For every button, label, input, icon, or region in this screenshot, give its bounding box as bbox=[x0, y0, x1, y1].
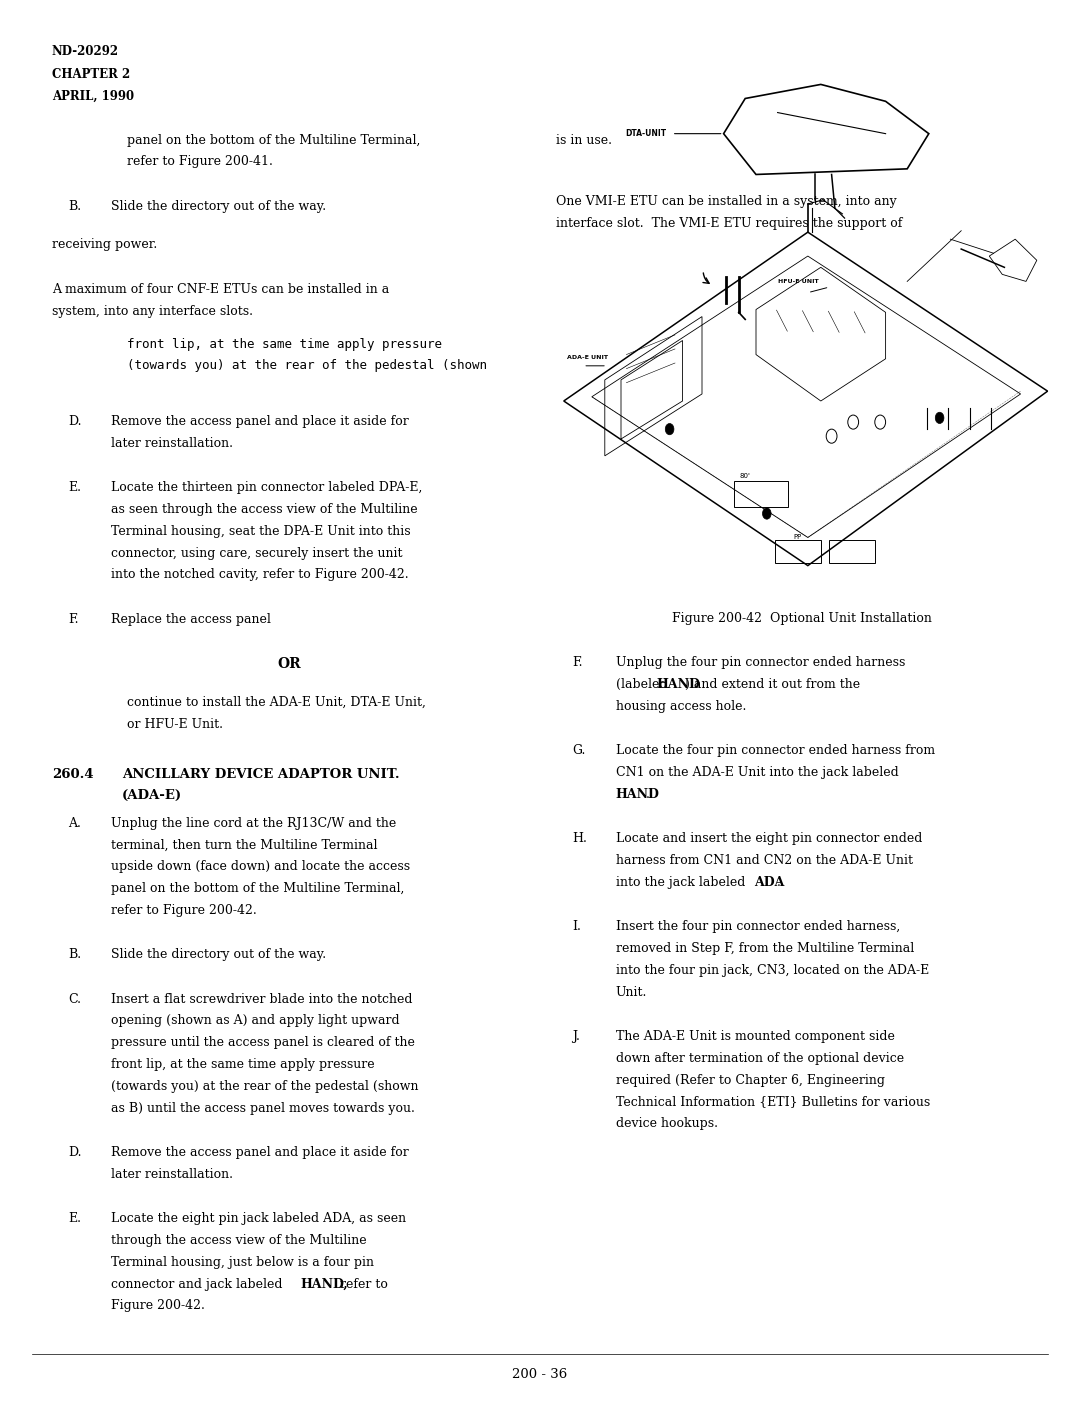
Text: Figure 200-42  Optional Unit Installation: Figure 200-42 Optional Unit Installation bbox=[672, 612, 932, 625]
Text: CHAPTER 2: CHAPTER 2 bbox=[52, 68, 130, 80]
Text: DTA-UNIT: DTA-UNIT bbox=[625, 129, 666, 138]
Bar bbox=[829, 540, 875, 563]
Text: HFU-E UNIT: HFU-E UNIT bbox=[778, 279, 819, 284]
Text: E.: E. bbox=[68, 481, 81, 494]
Circle shape bbox=[762, 508, 771, 519]
Text: F.: F. bbox=[68, 613, 79, 626]
Text: E.: E. bbox=[68, 1211, 81, 1225]
Text: HAND,: HAND, bbox=[300, 1278, 348, 1290]
Text: D.: D. bbox=[68, 415, 82, 428]
Text: OR: OR bbox=[278, 657, 301, 671]
Text: later reinstallation.: later reinstallation. bbox=[111, 436, 233, 450]
Text: (towards you) at the rear of the pedestal (shown: (towards you) at the rear of the pedesta… bbox=[111, 1081, 419, 1093]
Text: into the jack labeled: into the jack labeled bbox=[616, 875, 748, 889]
Text: ND-20292: ND-20292 bbox=[52, 45, 119, 58]
Text: B.: B. bbox=[68, 200, 81, 212]
Text: required (Refer to Chapter 6, Engineering: required (Refer to Chapter 6, Engineerin… bbox=[616, 1074, 885, 1086]
Text: APRIL, 1990: APRIL, 1990 bbox=[52, 90, 134, 103]
Bar bbox=[734, 481, 788, 507]
Text: system, into any interface slots.: system, into any interface slots. bbox=[52, 304, 253, 318]
Text: 200 - 36: 200 - 36 bbox=[512, 1368, 568, 1380]
Text: receiving power.: receiving power. bbox=[52, 238, 157, 252]
Text: C.: C. bbox=[68, 993, 81, 1006]
Text: Remove the access panel and place it aside for: Remove the access panel and place it asi… bbox=[111, 415, 409, 428]
Text: interface slot.  The VMI-E ETU requires the support of: interface slot. The VMI-E ETU requires t… bbox=[556, 217, 903, 229]
Text: Figure 200-42.: Figure 200-42. bbox=[111, 1300, 205, 1313]
Text: continue to install the ADA-E Unit, DTA-E Unit,: continue to install the ADA-E Unit, DTA-… bbox=[127, 696, 427, 709]
Text: HAND: HAND bbox=[616, 788, 660, 801]
Text: (ADA-E): (ADA-E) bbox=[122, 789, 183, 802]
Text: CN1 on the ADA-E Unit into the jack labeled: CN1 on the ADA-E Unit into the jack labe… bbox=[616, 767, 899, 779]
Circle shape bbox=[935, 412, 944, 424]
Text: upside down (face down) and locate the access: upside down (face down) and locate the a… bbox=[111, 861, 410, 874]
Text: Locate the eight pin jack labeled ADA, as seen: Locate the eight pin jack labeled ADA, a… bbox=[111, 1211, 406, 1225]
Text: Insert the four pin connector ended harness,: Insert the four pin connector ended harn… bbox=[616, 920, 900, 933]
Text: as B) until the access panel moves towards you.: as B) until the access panel moves towar… bbox=[111, 1102, 415, 1114]
Text: panel on the bottom of the Multiline Terminal,: panel on the bottom of the Multiline Ter… bbox=[127, 134, 421, 146]
Text: refer to Figure 200-41.: refer to Figure 200-41. bbox=[127, 155, 273, 169]
Text: is in use.: is in use. bbox=[556, 134, 612, 146]
Text: Insert a flat screwdriver blade into the notched: Insert a flat screwdriver blade into the… bbox=[111, 993, 413, 1006]
Text: H.: H. bbox=[572, 833, 588, 846]
Text: I.: I. bbox=[572, 920, 581, 933]
Text: later reinstallation.: later reinstallation. bbox=[111, 1168, 233, 1180]
Text: One VMI-E ETU can be installed in a system, into any: One VMI-E ETU can be installed in a syst… bbox=[556, 196, 897, 208]
Text: Remove the access panel and place it aside for: Remove the access panel and place it asi… bbox=[111, 1145, 409, 1159]
Text: Terminal housing, just below is a four pin: Terminal housing, just below is a four p… bbox=[111, 1255, 375, 1269]
Text: G.: G. bbox=[572, 744, 585, 757]
Text: Slide the directory out of the way.: Slide the directory out of the way. bbox=[111, 948, 326, 961]
Text: (labeled: (labeled bbox=[616, 678, 671, 691]
Text: connector and jack labeled: connector and jack labeled bbox=[111, 1278, 287, 1290]
Text: opening (shown as A) and apply light upward: opening (shown as A) and apply light upw… bbox=[111, 1014, 400, 1027]
Text: B.: B. bbox=[68, 948, 81, 961]
Text: PP: PP bbox=[793, 535, 801, 540]
Text: Locate the thirteen pin connector labeled DPA-E,: Locate the thirteen pin connector labele… bbox=[111, 481, 422, 494]
Bar bbox=[775, 540, 821, 563]
Text: J.: J. bbox=[572, 1030, 580, 1043]
Text: ) and extend it out from the: ) and extend it out from the bbox=[685, 678, 860, 691]
Circle shape bbox=[665, 424, 674, 435]
Text: The ADA-E Unit is mounted component side: The ADA-E Unit is mounted component side bbox=[616, 1030, 894, 1043]
Text: terminal, then turn the Multiline Terminal: terminal, then turn the Multiline Termin… bbox=[111, 839, 378, 851]
Text: A.: A. bbox=[68, 816, 81, 830]
Text: (towards you) at the rear of the pedestal (shown: (towards you) at the rear of the pedesta… bbox=[127, 359, 487, 373]
Text: refer to Figure 200-42.: refer to Figure 200-42. bbox=[111, 905, 257, 917]
Text: .: . bbox=[646, 788, 650, 801]
Text: ADA-E UNIT: ADA-E UNIT bbox=[567, 355, 608, 360]
Text: F.: F. bbox=[572, 656, 583, 670]
Text: Terminal housing, seat the DPA-E Unit into this: Terminal housing, seat the DPA-E Unit in… bbox=[111, 525, 410, 537]
Text: housing access hole.: housing access hole. bbox=[616, 701, 746, 713]
Text: pressure until the access panel is cleared of the: pressure until the access panel is clear… bbox=[111, 1036, 415, 1050]
Text: into the four pin jack, CN3, located on the ADA-E: into the four pin jack, CN3, located on … bbox=[616, 964, 929, 976]
Text: Replace the access panel: Replace the access panel bbox=[111, 613, 271, 626]
Text: 260.4: 260.4 bbox=[52, 768, 94, 781]
Text: as seen through the access view of the Multiline: as seen through the access view of the M… bbox=[111, 504, 418, 516]
Text: Slide the directory out of the way.: Slide the directory out of the way. bbox=[111, 200, 326, 212]
Text: Unplug the four pin connector ended harness: Unplug the four pin connector ended harn… bbox=[616, 656, 905, 670]
Text: ANCILLARY DEVICE ADAPTOR UNIT.: ANCILLARY DEVICE ADAPTOR UNIT. bbox=[122, 768, 400, 781]
Text: A maximum of four CNF-E ETUs can be installed in a: A maximum of four CNF-E ETUs can be inst… bbox=[52, 283, 389, 295]
Text: ADA: ADA bbox=[754, 875, 784, 889]
Text: 80': 80' bbox=[740, 473, 751, 478]
Text: front lip, at the same time apply pressure: front lip, at the same time apply pressu… bbox=[111, 1058, 375, 1071]
Text: connector, using care, securely insert the unit: connector, using care, securely insert t… bbox=[111, 547, 403, 560]
Text: down after termination of the optional device: down after termination of the optional d… bbox=[616, 1052, 904, 1065]
Text: or HFU-E Unit.: or HFU-E Unit. bbox=[127, 718, 224, 730]
Text: Locate and insert the eight pin connector ended: Locate and insert the eight pin connecto… bbox=[616, 833, 922, 846]
Text: Unplug the line cord at the RJ13C/W and the: Unplug the line cord at the RJ13C/W and … bbox=[111, 816, 396, 830]
Text: removed in Step F, from the Multiline Terminal: removed in Step F, from the Multiline Te… bbox=[616, 943, 914, 955]
Text: D.: D. bbox=[68, 1145, 82, 1159]
Text: Locate the four pin connector ended harness from: Locate the four pin connector ended harn… bbox=[616, 744, 934, 757]
Text: harness from CN1 and CN2 on the ADA-E Unit: harness from CN1 and CN2 on the ADA-E Un… bbox=[616, 854, 913, 867]
Text: panel on the bottom of the Multiline Terminal,: panel on the bottom of the Multiline Ter… bbox=[111, 882, 405, 895]
Text: refer to: refer to bbox=[336, 1278, 388, 1290]
Text: Technical Information {ETI} Bulletins for various: Technical Information {ETI} Bulletins fo… bbox=[616, 1095, 930, 1109]
Text: device hookups.: device hookups. bbox=[616, 1117, 717, 1130]
Text: HAND: HAND bbox=[657, 678, 701, 691]
Text: .: . bbox=[777, 875, 781, 889]
Text: front lip, at the same time apply pressure: front lip, at the same time apply pressu… bbox=[127, 338, 443, 350]
Text: Unit.: Unit. bbox=[616, 985, 647, 999]
Text: through the access view of the Multiline: through the access view of the Multiline bbox=[111, 1234, 367, 1247]
Text: into the notched cavity, refer to Figure 200-42.: into the notched cavity, refer to Figure… bbox=[111, 568, 409, 581]
